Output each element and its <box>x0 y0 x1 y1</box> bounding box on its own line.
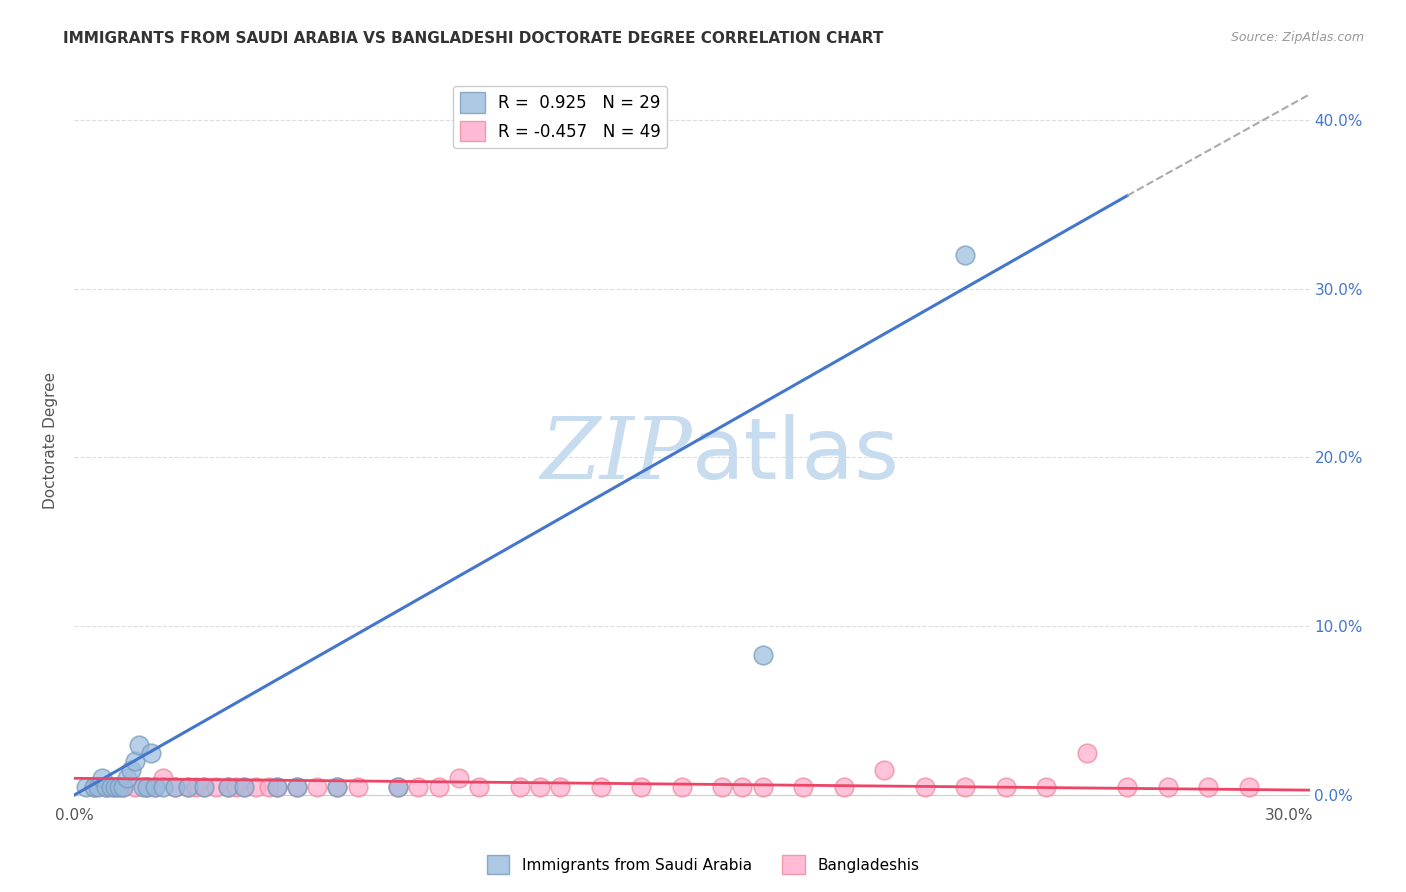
Point <box>233 780 256 794</box>
Point <box>139 746 162 760</box>
Legend: Immigrants from Saudi Arabia, Bangladeshis: Immigrants from Saudi Arabia, Bangladesh… <box>481 849 925 880</box>
Point <box>1197 780 1219 794</box>
Point <box>873 763 896 777</box>
Point <box>307 780 329 794</box>
Point <box>152 780 174 794</box>
Point <box>124 780 146 794</box>
Point <box>346 780 368 794</box>
Point <box>408 780 430 794</box>
Point <box>75 780 97 794</box>
Point <box>193 780 215 794</box>
Point <box>152 772 174 786</box>
Point <box>83 780 105 794</box>
Point <box>143 780 166 794</box>
Point <box>285 780 308 794</box>
Point <box>104 780 127 794</box>
Point <box>132 780 155 794</box>
Point <box>245 780 267 794</box>
Point <box>100 780 122 794</box>
Point <box>257 780 280 794</box>
Point <box>266 780 288 794</box>
Point <box>387 780 409 794</box>
Point <box>266 780 288 794</box>
Point <box>225 780 247 794</box>
Point <box>143 780 166 794</box>
Point <box>447 772 470 786</box>
Text: atlas: atlas <box>692 414 900 497</box>
Point <box>83 780 105 794</box>
Point <box>128 738 150 752</box>
Point <box>217 780 239 794</box>
Point <box>427 780 450 794</box>
Point <box>548 780 571 794</box>
Point <box>176 780 198 794</box>
Point <box>529 780 551 794</box>
Point <box>731 780 754 794</box>
Y-axis label: Doctorate Degree: Doctorate Degree <box>44 372 58 509</box>
Point <box>104 780 127 794</box>
Text: IMMIGRANTS FROM SAUDI ARABIA VS BANGLADESHI DOCTORATE DEGREE CORRELATION CHART: IMMIGRANTS FROM SAUDI ARABIA VS BANGLADE… <box>63 31 883 46</box>
Point <box>792 780 814 794</box>
Text: ZIP: ZIP <box>540 414 692 496</box>
Point <box>326 780 349 794</box>
Point <box>205 780 228 794</box>
Point <box>111 780 134 794</box>
Point <box>87 780 110 794</box>
Point <box>96 780 118 794</box>
Point <box>711 780 734 794</box>
Point <box>1035 780 1057 794</box>
Point <box>136 780 159 794</box>
Point <box>751 780 773 794</box>
Point <box>589 780 612 794</box>
Point <box>1116 780 1139 794</box>
Point <box>509 780 531 794</box>
Point <box>326 780 349 794</box>
Point <box>955 780 977 794</box>
Point <box>176 780 198 794</box>
Point <box>468 780 491 794</box>
Point <box>165 780 187 794</box>
Point <box>91 772 114 786</box>
Point <box>96 780 118 794</box>
Point <box>107 780 129 794</box>
Legend: R =  0.925   N = 29, R = -0.457   N = 49: R = 0.925 N = 29, R = -0.457 N = 49 <box>453 86 668 148</box>
Point <box>217 780 239 794</box>
Point <box>1076 746 1098 760</box>
Point <box>1237 780 1260 794</box>
Point <box>751 648 773 662</box>
Point <box>111 780 134 794</box>
Point <box>193 780 215 794</box>
Point <box>955 248 977 262</box>
Point <box>120 763 142 777</box>
Point <box>165 780 187 794</box>
Point <box>630 780 652 794</box>
Text: Source: ZipAtlas.com: Source: ZipAtlas.com <box>1230 31 1364 45</box>
Point <box>233 780 256 794</box>
Point <box>832 780 855 794</box>
Point <box>115 772 138 786</box>
Point <box>387 780 409 794</box>
Point <box>184 780 207 794</box>
Point <box>914 780 936 794</box>
Point <box>1157 780 1180 794</box>
Point <box>671 780 693 794</box>
Point <box>285 780 308 794</box>
Point <box>124 755 146 769</box>
Point <box>136 780 159 794</box>
Point <box>994 780 1017 794</box>
